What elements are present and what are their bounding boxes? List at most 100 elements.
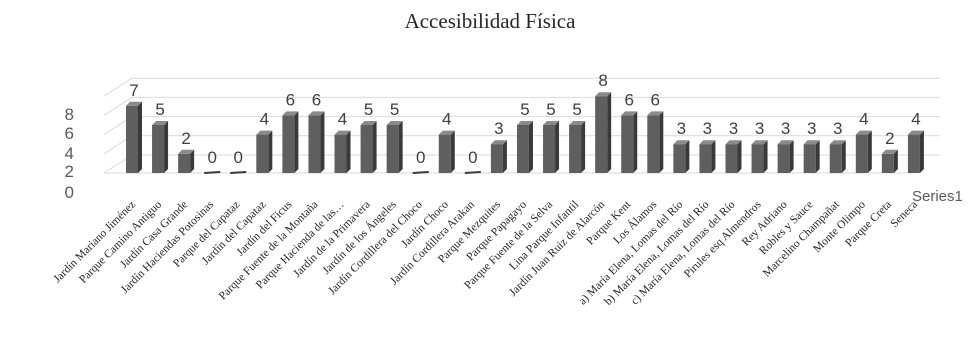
- bar-front: [490, 144, 503, 173]
- data-label: 8: [598, 71, 607, 90]
- bar-top: [178, 149, 195, 154]
- bar-side: [164, 121, 169, 173]
- bar-front: [308, 115, 321, 173]
- bar-top: [699, 140, 716, 145]
- bar-top: [152, 121, 169, 125]
- y-tick-label: 4: [65, 144, 74, 163]
- bar: [855, 130, 872, 173]
- bar-side: [398, 121, 403, 173]
- data-label: 5: [520, 100, 529, 119]
- bar-front: [256, 134, 269, 173]
- bar-zero: [230, 171, 247, 174]
- y-tick-label: 8: [65, 105, 74, 124]
- bar: [360, 121, 377, 173]
- bar-front: [178, 153, 191, 173]
- gridline-side: [103, 96, 133, 116]
- bar-front: [907, 134, 920, 173]
- bar-top: [725, 140, 742, 145]
- data-label: 4: [911, 110, 920, 129]
- bar: [803, 140, 820, 173]
- data-label: 6: [312, 90, 321, 109]
- bar: [516, 121, 533, 173]
- bar-side: [320, 111, 325, 173]
- gridline-side: [103, 77, 133, 97]
- bar-side: [138, 101, 142, 173]
- bar-top: [516, 121, 533, 125]
- bar-side: [815, 140, 820, 173]
- bar-top: [386, 121, 403, 125]
- bar-top: [881, 149, 898, 154]
- data-label: 5: [546, 100, 555, 119]
- bar: [230, 171, 247, 174]
- bar-top: [673, 140, 690, 145]
- data-label: 0: [468, 148, 477, 167]
- bar: [751, 140, 768, 173]
- bar-front: [621, 115, 634, 173]
- data-label: 3: [494, 119, 503, 138]
- data-label: 5: [390, 100, 399, 119]
- data-label: 4: [338, 110, 347, 129]
- bar-side: [893, 149, 898, 173]
- bar: [178, 149, 195, 173]
- bar-side: [268, 130, 273, 173]
- bar: [647, 111, 664, 173]
- bar-top: [126, 101, 142, 106]
- bar: [490, 140, 507, 173]
- bar-front: [829, 144, 842, 173]
- bar-front: [881, 153, 894, 173]
- bar-front: [516, 125, 529, 173]
- bar-top: [803, 140, 820, 145]
- bar: [907, 130, 924, 173]
- bar-top: [256, 130, 273, 135]
- bar-top: [360, 121, 377, 125]
- bar-front: [595, 96, 608, 173]
- bar-side: [555, 121, 560, 173]
- bar: [386, 121, 403, 173]
- bar-front: [152, 125, 165, 173]
- bar-front: [543, 125, 556, 173]
- bar-front: [855, 134, 868, 173]
- bar: [673, 140, 690, 173]
- bar-top: [438, 130, 455, 135]
- bar-side: [528, 121, 533, 173]
- bar: [543, 121, 560, 173]
- bar-front: [699, 144, 712, 173]
- bar: [569, 121, 586, 173]
- data-label: 3: [833, 119, 842, 138]
- bar-front: [777, 144, 790, 173]
- data-label: 4: [442, 110, 451, 129]
- bar: [204, 171, 221, 174]
- data-label: 5: [364, 100, 373, 119]
- data-label: 4: [859, 110, 868, 129]
- bar-side: [372, 121, 377, 173]
- bar-front: [647, 115, 660, 173]
- data-label: 4: [260, 110, 269, 129]
- data-label: 0: [416, 148, 425, 167]
- bar-side: [346, 130, 351, 173]
- bar-side: [450, 130, 455, 173]
- data-label: 2: [885, 129, 894, 148]
- bar-front: [334, 134, 347, 173]
- bar-zero: [464, 171, 481, 174]
- series-label: Series1: [912, 188, 963, 205]
- data-label: 6: [286, 90, 295, 109]
- bar: [464, 171, 481, 174]
- bar-side: [190, 149, 195, 173]
- data-label: 3: [755, 119, 764, 138]
- bar-top: [855, 130, 872, 135]
- bar-top: [543, 121, 560, 125]
- bar: [725, 140, 742, 173]
- bars: [126, 92, 924, 174]
- bar-side: [294, 111, 299, 173]
- bar-front: [126, 105, 138, 173]
- bar: [126, 101, 142, 173]
- bar: [829, 140, 846, 173]
- data-label: 0: [234, 148, 243, 167]
- bar-top: [751, 140, 768, 145]
- bar-top: [621, 111, 638, 116]
- data-label: 3: [729, 119, 738, 138]
- bar-front: [386, 125, 399, 173]
